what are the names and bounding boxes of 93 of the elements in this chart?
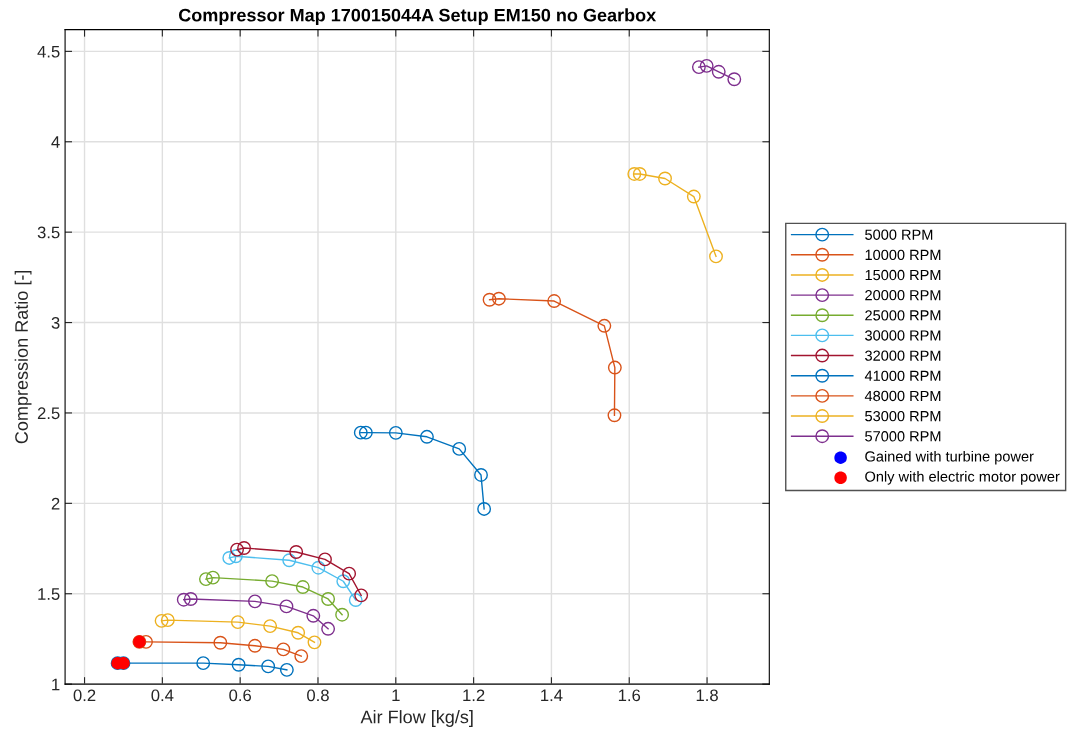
point — [205, 570, 220, 585]
x-tick-label: 1.6 — [618, 689, 641, 702]
point — [289, 545, 304, 559]
legend-label: 10000 RPM — [865, 249, 941, 261]
point — [711, 64, 726, 79]
legend-label: 5000 RPM — [865, 229, 933, 240]
point — [607, 360, 622, 375]
point — [248, 594, 262, 609]
y-tick-label: 1 — [52, 678, 60, 691]
point — [154, 613, 169, 628]
x-tick-label: 0.8 — [307, 689, 329, 702]
point — [342, 566, 357, 581]
point — [196, 656, 211, 671]
point — [358, 425, 373, 440]
point — [491, 291, 506, 306]
legend-label: 53000 RPM — [865, 410, 941, 422]
point — [183, 592, 198, 606]
x-tick-label: 1.4 — [541, 689, 563, 702]
point — [632, 167, 647, 181]
point — [482, 292, 497, 307]
point — [658, 171, 672, 186]
point — [318, 552, 332, 567]
point — [237, 541, 252, 555]
point — [160, 613, 175, 628]
point — [265, 574, 280, 589]
point — [311, 560, 326, 575]
point — [279, 662, 294, 677]
point — [607, 408, 622, 423]
x-tick-label: 0.6 — [229, 689, 252, 702]
point — [547, 294, 562, 308]
point — [306, 608, 321, 623]
legend-label: 20000 RPM — [865, 290, 941, 301]
legend-label: 41000 RPM — [864, 370, 941, 381]
point — [307, 635, 322, 650]
legend-label: 48000 RPM — [864, 390, 941, 402]
point — [230, 542, 245, 557]
point — [452, 441, 467, 456]
y-tick-label: 3 — [51, 316, 60, 329]
point — [321, 592, 336, 606]
point — [230, 615, 245, 630]
point — [213, 635, 228, 650]
point — [354, 588, 369, 603]
point — [261, 659, 276, 674]
legend-label: 30000 RPM — [865, 330, 941, 341]
legend-label: 25000 RPM — [865, 310, 941, 321]
point — [336, 574, 351, 589]
y-tick-label: 2.5 — [37, 407, 60, 420]
point — [279, 599, 294, 614]
x-tick-label: 0.2 — [73, 689, 96, 702]
legend-label: 15000 RPM — [865, 269, 941, 281]
point — [282, 553, 297, 568]
x-tick-label: 1 — [392, 689, 400, 702]
legend-label: Only with electric motor power — [865, 471, 1060, 485]
point — [321, 621, 336, 636]
point — [627, 167, 642, 181]
x-tick-label: 0.4 — [151, 689, 174, 702]
point — [248, 638, 262, 653]
point — [353, 425, 368, 440]
x-tick-label: 1.8 — [696, 689, 718, 702]
point — [222, 550, 237, 565]
point — [477, 501, 492, 516]
point — [691, 60, 706, 75]
legend-label: 32000 RPM — [865, 350, 941, 361]
point — [686, 189, 701, 204]
point — [198, 572, 213, 587]
point — [294, 649, 309, 664]
x-axis-title: Air Flow [kg/s] — [360, 710, 473, 727]
point — [348, 593, 363, 608]
point — [295, 580, 310, 594]
point — [727, 72, 742, 87]
y-tick-label: 4 — [51, 136, 60, 148]
y-axis-title: Compression Ratio [-] — [14, 270, 32, 444]
point — [699, 58, 714, 73]
point — [263, 619, 278, 634]
y-tick-label: 3.5 — [37, 226, 60, 239]
y-tick-label: 4.5 — [37, 45, 60, 58]
point — [335, 607, 350, 622]
point — [709, 249, 723, 264]
chart-title: Compressor Map 170015044A Setup EM150 no Gearbox — [178, 8, 657, 26]
point — [276, 642, 291, 657]
point — [176, 592, 191, 607]
legend-label: 57000 RPM — [865, 431, 941, 442]
y-tick-label: 2 — [51, 497, 60, 510]
legend-label: Gained with turbine power — [865, 450, 1034, 465]
point — [228, 549, 243, 564]
point — [474, 468, 488, 482]
point — [291, 625, 306, 640]
y-tick-label: 1.5 — [38, 588, 60, 600]
point — [419, 429, 434, 444]
x-tick-label: 1.2 — [463, 689, 485, 702]
point — [231, 657, 246, 672]
point — [388, 425, 403, 440]
point — [597, 318, 612, 333]
